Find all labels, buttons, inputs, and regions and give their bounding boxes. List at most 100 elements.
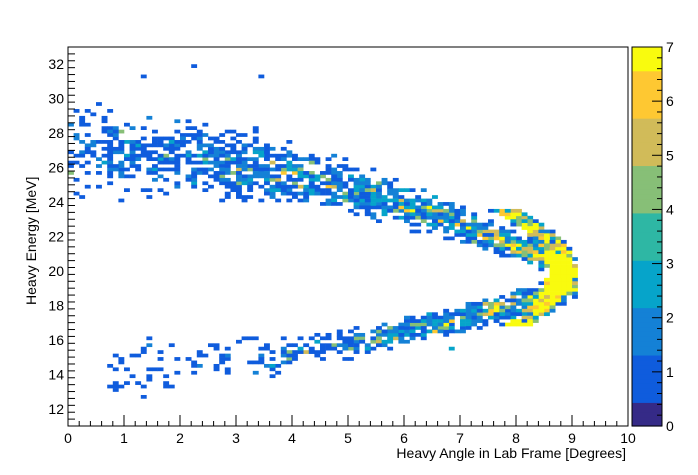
heatmap-cell <box>157 153 164 158</box>
heatmap-cell <box>269 357 276 361</box>
heatmap-cell <box>219 167 226 172</box>
heatmap-cell <box>219 174 226 179</box>
heatmap-cell <box>140 346 147 351</box>
heatmap-cell <box>135 140 142 144</box>
heatmap-cell <box>303 174 310 179</box>
heatmap-cell <box>303 191 310 196</box>
color-scale-segment <box>632 411 662 418</box>
heatmap-cell <box>325 164 332 168</box>
heatmap-cell <box>437 222 444 227</box>
heatmap-cell <box>118 160 125 165</box>
color-scale-segment <box>632 298 662 304</box>
heatmap-cell <box>488 243 494 248</box>
heatmap-cell <box>118 384 125 389</box>
heatmap-cell <box>118 150 125 155</box>
heatmap-cell <box>549 270 556 275</box>
heatmap-cell <box>532 233 539 237</box>
heatmap-cell <box>404 339 410 344</box>
heatmap-cell <box>174 119 181 124</box>
color-scale-segment <box>632 179 662 185</box>
heatmap-cell <box>107 133 114 137</box>
x-axis-ticks: 0 1 2 3 4 5 6 7 8 9 10 <box>64 415 636 446</box>
color-scale-segment <box>632 335 662 342</box>
heatmap-cell <box>544 281 550 286</box>
heatmap-cell <box>572 257 578 261</box>
heatmap-cell <box>269 188 276 193</box>
heatmap-cell <box>471 222 478 227</box>
heatmap-cell <box>420 212 427 217</box>
heatmap-cell <box>73 109 80 113</box>
heatmap-cell <box>510 243 517 248</box>
heatmap-cell <box>241 133 248 137</box>
color-scale-segment <box>632 203 662 209</box>
heatmap-cell <box>224 177 231 182</box>
heatmap-cell <box>381 198 388 203</box>
y-tick-label: 32 <box>48 56 64 72</box>
heatmap-cell <box>336 177 343 182</box>
heatmap-cell <box>292 177 298 182</box>
heatmap-cell <box>460 322 466 327</box>
heatmap-cell <box>224 181 231 186</box>
heatmap-cell <box>90 112 97 117</box>
heatmap-cell <box>359 188 366 193</box>
heatmap-cell <box>448 222 455 227</box>
heatmap-cell <box>516 301 522 306</box>
heatmap-cell <box>538 295 545 299</box>
heatmap-cell <box>415 198 422 203</box>
heatmap-cell <box>555 301 562 306</box>
x-tick-label: 10 <box>620 430 636 446</box>
heatmap-cell <box>448 202 455 206</box>
color-scale-segment <box>632 122 662 129</box>
heatmap-cell <box>527 308 534 313</box>
heatmap-cell <box>314 160 321 165</box>
heatmap-cell <box>213 346 220 351</box>
heatmap-cell <box>336 171 343 175</box>
heatmap-cell <box>79 115 86 120</box>
heatmap-cell <box>488 308 494 313</box>
heatmap-cell <box>527 250 534 255</box>
heatmap-cell <box>191 133 198 137</box>
heatmap-cell <box>538 226 545 230</box>
heatmap-cell <box>387 188 394 193</box>
heatmap-cell <box>280 146 287 151</box>
colorbar-tick-label: 3 <box>666 256 674 272</box>
heatmap-cell <box>163 143 170 148</box>
heatmap-cell <box>191 171 198 175</box>
color-scale-segment <box>632 279 662 285</box>
heatmap-cell <box>504 312 511 317</box>
heatmap-cell <box>359 184 366 189</box>
heatmap-cell <box>432 212 438 217</box>
heatmap-cell <box>409 212 416 217</box>
heatmap-cell <box>420 322 427 327</box>
heatmap-cell <box>331 153 338 158</box>
color-scale-segment <box>632 354 662 361</box>
heatmap-cell <box>398 195 405 199</box>
heatmap-cell <box>208 343 214 348</box>
heatmap-cell <box>560 264 567 268</box>
heatmap-cell <box>196 160 203 165</box>
heatmap-cell <box>572 270 578 275</box>
heatmap-cell <box>185 357 192 361</box>
heatmap-cell <box>129 126 136 130</box>
heatmap-cell <box>454 222 461 227</box>
heatmap-cell <box>314 332 321 337</box>
heatmap-cell <box>196 350 203 354</box>
heatmap-cell <box>437 326 444 330</box>
heatmap-cell <box>555 277 562 282</box>
heatmap-cell <box>275 363 282 368</box>
heatmap-cell <box>331 343 338 348</box>
color-scale-segment <box>632 264 662 271</box>
heatmap-cell <box>275 184 282 189</box>
heatmap-cell <box>224 153 231 158</box>
color-scale-segment <box>632 236 662 242</box>
heatmap-cell <box>275 181 282 186</box>
heatmap-cell <box>241 146 248 151</box>
heatmap-cell <box>331 198 338 203</box>
heatmap-cell <box>555 267 562 272</box>
heatmap-cell <box>308 350 315 354</box>
heatmap-cell <box>236 174 242 179</box>
heatmap-cell <box>392 191 399 196</box>
heatmap-cell <box>448 315 455 320</box>
heatmap-cell <box>252 336 259 341</box>
heatmap-cell <box>112 129 119 134</box>
